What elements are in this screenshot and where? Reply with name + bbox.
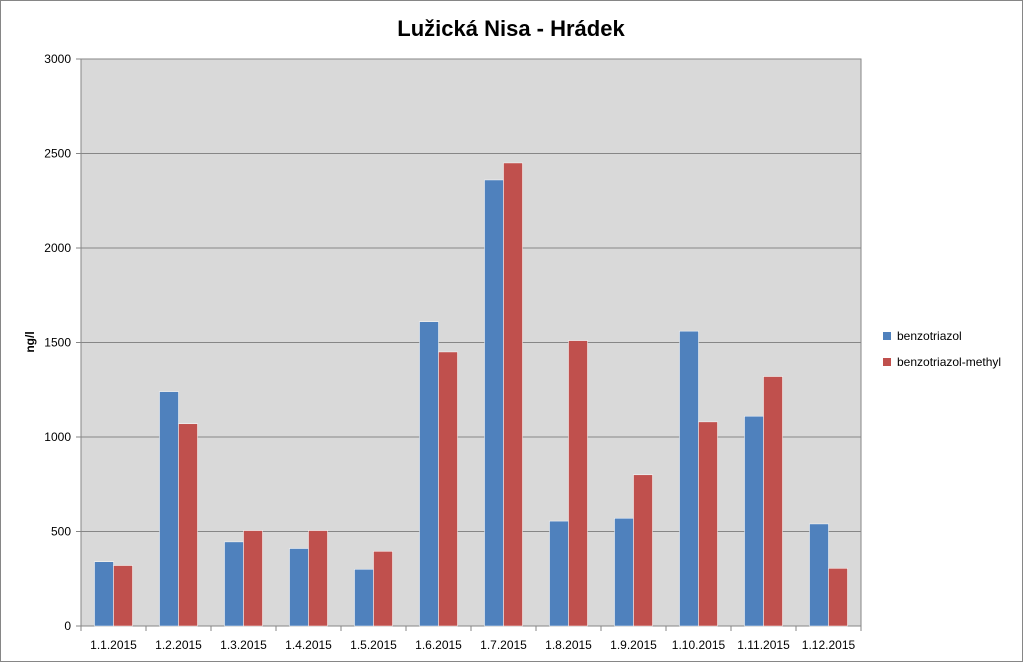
y-tick-label: 0 <box>64 619 71 633</box>
bar-benzotriazol-methyl <box>568 340 588 627</box>
x-tick-label: 1.4.2015 <box>285 638 332 652</box>
y-tick-label: 500 <box>51 525 71 539</box>
legend-label: benzotriazol-methyl <box>897 355 1001 369</box>
bar-benzotriazol-methyl <box>178 423 198 627</box>
bar-benzotriazol <box>809 523 829 627</box>
legend-swatch <box>883 332 891 340</box>
bar-benzotriazol <box>94 561 114 627</box>
bar-benzotriazol <box>744 415 764 627</box>
bar-benzotriazol-methyl <box>113 565 133 627</box>
y-tick-label: 1000 <box>44 430 71 444</box>
bars <box>94 162 848 627</box>
x-tick-label: 1.8.2015 <box>545 638 592 652</box>
bar-benzotriazol <box>549 520 569 627</box>
bar-benzotriazol-methyl <box>308 530 328 627</box>
bar-benzotriazol <box>484 179 504 627</box>
bar-benzotriazol <box>614 518 634 627</box>
gridlines <box>76 58 861 627</box>
y-tick-label: 2500 <box>44 147 71 161</box>
y-axis-label: ng/l <box>23 331 37 352</box>
bar-benzotriazol <box>159 391 179 627</box>
x-tick-label: 1.3.2015 <box>220 638 267 652</box>
bar-benzotriazol <box>419 321 439 627</box>
x-tick-label: 1.1.2015 <box>90 638 137 652</box>
bar-benzotriazol-methyl <box>438 351 458 627</box>
bar-benzotriazol-methyl <box>243 530 263 627</box>
x-tick-label: 1.12.2015 <box>802 638 856 652</box>
chart-title: Lužická Nisa - Hrádek <box>397 16 625 41</box>
legend-label: benzotriazol <box>897 329 962 343</box>
y-axis-ticks: 0 500 1000 1500 2000 2500 3000 <box>44 52 71 633</box>
x-tick-label: 1.5.2015 <box>350 638 397 652</box>
bar-benzotriazol-methyl <box>633 474 653 627</box>
bar-benzotriazol <box>224 541 244 627</box>
bar-benzotriazol-methyl <box>503 162 523 627</box>
x-tick-label: 1.7.2015 <box>480 638 527 652</box>
bar-benzotriazol <box>289 548 309 627</box>
x-tick-label: 1.9.2015 <box>610 638 657 652</box>
bar-benzotriazol <box>354 569 374 627</box>
bar-benzotriazol-methyl <box>828 568 848 627</box>
bar-benzotriazol-methyl <box>763 376 783 627</box>
x-tick-label: 1.2.2015 <box>155 638 202 652</box>
x-tick-label: 1.11.2015 <box>737 638 790 652</box>
x-tick-label: 1.10.2015 <box>672 638 726 652</box>
bar-benzotriazol-methyl <box>373 551 393 627</box>
x-axis-ticks: 1.1.2015 1.2.2015 1.3.2015 1.4.2015 1.5.2015… <box>80 626 862 652</box>
y-tick-label: 1500 <box>44 336 71 350</box>
legend-swatch <box>883 358 891 366</box>
bar-benzotriazol <box>679 330 699 627</box>
bar-benzotriazol-methyl <box>698 421 718 627</box>
x-tick-label: 1.6.2015 <box>415 638 462 652</box>
legend: benzotriazol benzotriazol-methyl <box>883 329 1001 369</box>
y-tick-label: 3000 <box>44 52 71 66</box>
y-tick-label: 2000 <box>44 241 71 255</box>
